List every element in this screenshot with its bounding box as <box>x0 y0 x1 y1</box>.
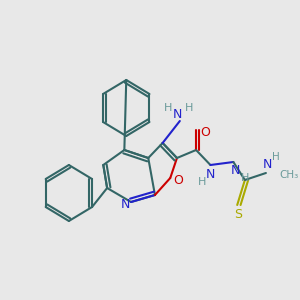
Text: N: N <box>263 158 272 172</box>
Text: CH₃: CH₃ <box>279 170 298 180</box>
Text: N: N <box>121 197 130 211</box>
Text: O: O <box>173 173 183 187</box>
Text: H: H <box>198 177 206 187</box>
Text: S: S <box>234 208 242 220</box>
Text: H: H <box>164 103 172 113</box>
Text: O: O <box>201 125 211 139</box>
Text: N: N <box>206 167 215 181</box>
Text: H: H <box>185 103 194 113</box>
Text: H: H <box>272 152 279 162</box>
Text: N: N <box>173 107 183 121</box>
Text: N: N <box>231 164 240 178</box>
Text: H: H <box>241 173 249 183</box>
